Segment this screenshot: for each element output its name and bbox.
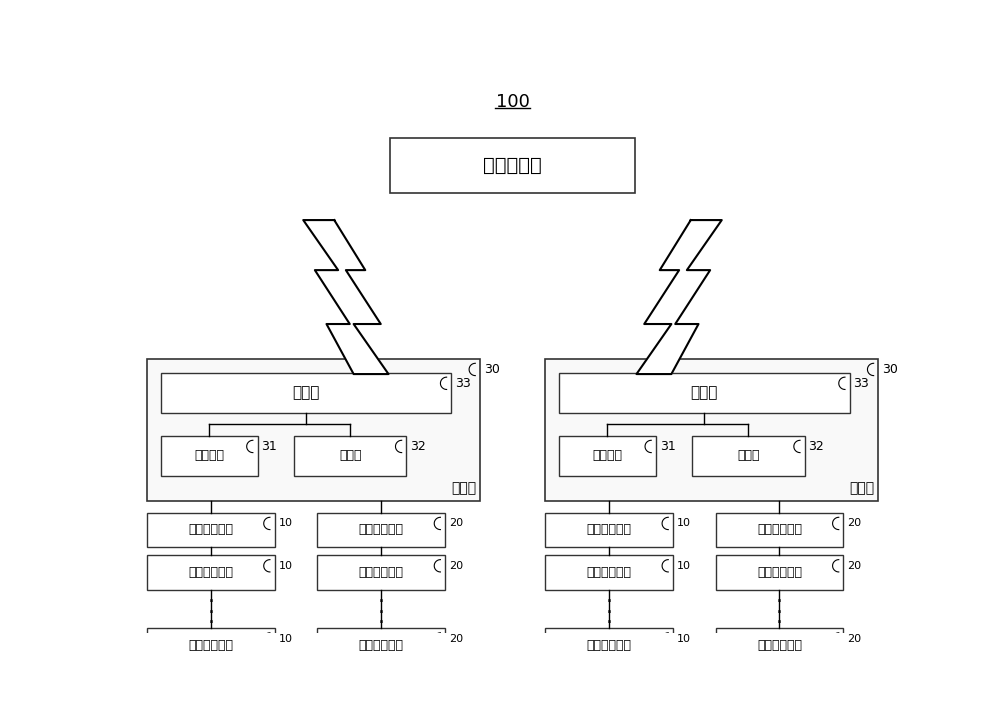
Text: 10: 10 xyxy=(677,518,691,528)
Bar xyxy=(559,436,656,476)
Text: 20: 20 xyxy=(449,634,463,644)
Text: 10: 10 xyxy=(278,634,292,644)
Text: .: . xyxy=(207,586,214,606)
Bar xyxy=(545,629,673,663)
Polygon shape xyxy=(303,220,388,374)
Bar xyxy=(545,358,878,501)
Text: 道路测速模块: 道路测速模块 xyxy=(359,566,404,579)
Text: 道路测速模块: 道路测速模块 xyxy=(757,639,802,652)
Text: 10: 10 xyxy=(278,518,292,528)
Bar xyxy=(147,513,275,547)
Text: 存储器: 存储器 xyxy=(339,449,361,462)
Text: .: . xyxy=(776,586,783,606)
Bar xyxy=(716,555,843,589)
Bar xyxy=(294,436,406,476)
Text: .: . xyxy=(207,597,214,616)
Text: 通信模块: 通信模块 xyxy=(592,449,622,462)
Text: 道路测速模块: 道路测速模块 xyxy=(757,523,802,537)
Bar xyxy=(545,513,673,547)
Bar xyxy=(545,555,673,589)
Text: 图像采集设备: 图像采集设备 xyxy=(586,639,631,652)
Text: 32: 32 xyxy=(809,440,824,453)
Text: 31: 31 xyxy=(261,440,277,453)
Text: 道路测速模块: 道路测速模块 xyxy=(757,566,802,579)
Text: 31: 31 xyxy=(660,440,676,453)
Bar xyxy=(317,555,445,589)
Text: 存储器: 存储器 xyxy=(737,449,760,462)
Bar xyxy=(317,629,445,663)
Text: 10: 10 xyxy=(278,561,292,571)
Bar xyxy=(390,138,635,193)
Text: 道路测速模块: 道路测速模块 xyxy=(359,639,404,652)
Text: 10: 10 xyxy=(677,634,691,644)
Text: 32: 32 xyxy=(410,440,426,453)
Bar xyxy=(147,629,275,663)
Text: 处理器: 处理器 xyxy=(292,385,320,400)
Text: 服务端: 服务端 xyxy=(849,481,874,495)
Text: .: . xyxy=(605,607,612,627)
Bar xyxy=(692,436,805,476)
Bar xyxy=(317,513,445,547)
Text: 处理器: 处理器 xyxy=(691,385,718,400)
Bar xyxy=(716,513,843,547)
Bar xyxy=(716,629,843,663)
Bar xyxy=(161,373,451,412)
Text: 100: 100 xyxy=(496,93,529,111)
Bar xyxy=(161,436,258,476)
Text: 20: 20 xyxy=(449,561,463,571)
Text: 33: 33 xyxy=(455,377,471,390)
Text: 服务端: 服务端 xyxy=(451,481,476,495)
Text: 10: 10 xyxy=(677,561,691,571)
Text: .: . xyxy=(776,597,783,616)
Text: 通信模块: 通信模块 xyxy=(194,449,224,462)
Text: 20: 20 xyxy=(449,518,463,528)
Text: 20: 20 xyxy=(847,634,861,644)
Text: .: . xyxy=(207,607,214,627)
Text: 图像采集设备: 图像采集设备 xyxy=(188,566,233,579)
Text: 图像采集设备: 图像采集设备 xyxy=(188,523,233,537)
Bar xyxy=(147,358,480,501)
Text: 云服务平台: 云服务平台 xyxy=(483,156,542,175)
Text: 30: 30 xyxy=(882,363,898,376)
Text: .: . xyxy=(605,586,612,606)
Text: 30: 30 xyxy=(484,363,500,376)
Text: 33: 33 xyxy=(854,377,869,390)
Text: .: . xyxy=(378,607,385,627)
Text: .: . xyxy=(378,597,385,616)
Text: 道路测速模块: 道路测速模块 xyxy=(359,523,404,537)
Text: 20: 20 xyxy=(847,561,861,571)
Text: .: . xyxy=(378,586,385,606)
Text: 20: 20 xyxy=(847,518,861,528)
Text: .: . xyxy=(605,597,612,616)
Bar xyxy=(559,373,850,412)
Text: 图像采集设备: 图像采集设备 xyxy=(586,566,631,579)
Text: 图像采集设备: 图像采集设备 xyxy=(586,523,631,537)
Text: 图像采集设备: 图像采集设备 xyxy=(188,639,233,652)
Polygon shape xyxy=(637,220,722,374)
Text: .: . xyxy=(776,607,783,627)
Bar xyxy=(147,555,275,589)
